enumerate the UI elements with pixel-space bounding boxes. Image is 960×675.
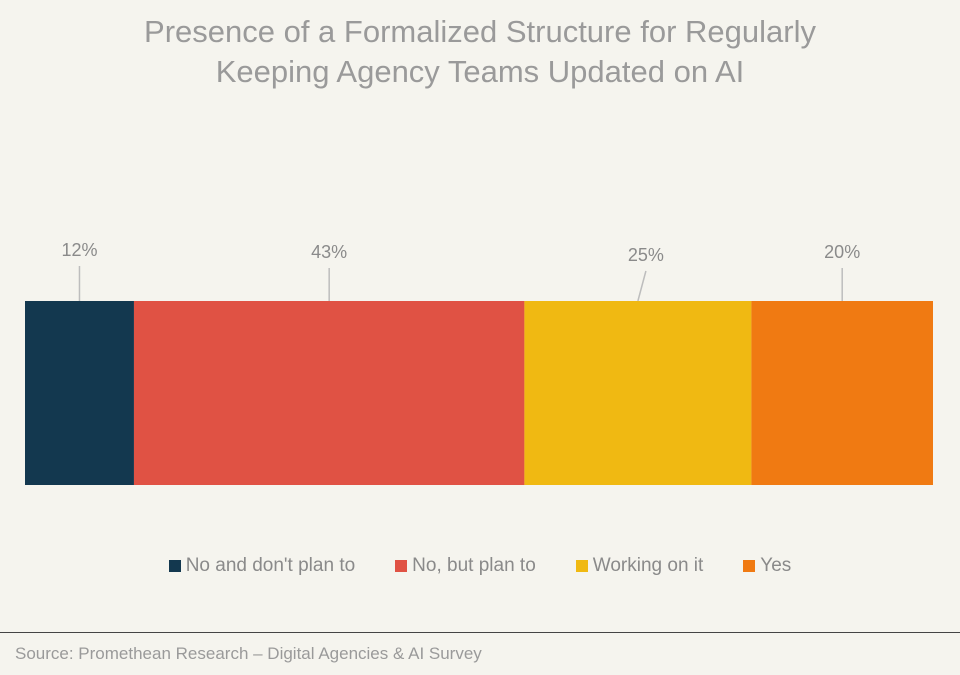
legend-label: Yes — [760, 555, 792, 576]
legend-label: Working on it — [592, 555, 704, 576]
legend-item-no-but-plan-to: No, but plan to — [395, 555, 536, 577]
legend-label: No and don't plan to — [185, 555, 356, 576]
legend-item-yes: Yes — [743, 555, 791, 577]
chart-title-line-1: Presence of a Formalized Structure for R… — [144, 14, 816, 49]
data-label-2: 43% — [311, 242, 347, 262]
bar-segment-4 — [751, 301, 933, 485]
data-label-4: 20% — [824, 242, 860, 262]
legend-item-no-and-dont-plan-to: No and don't plan to — [168, 555, 356, 577]
bar-segment-3 — [524, 301, 752, 485]
legend-swatch — [575, 560, 588, 572]
legend-swatch — [395, 560, 408, 572]
legend-label: No, but plan to — [412, 555, 536, 576]
chart-title-line-2: Keeping Agency Teams Updated on AI — [215, 54, 745, 89]
legend-swatch — [168, 560, 181, 572]
source-divider — [0, 632, 960, 633]
chart-title: Presence of a Formalized Structure for R… — [0, 12, 960, 92]
legend-item-working-on-it: Working on it — [575, 555, 704, 577]
data-label-1: 12% — [61, 240, 97, 260]
data-label-3: 25% — [628, 245, 664, 265]
legend-swatch — [743, 560, 756, 572]
data-label-leader-3 — [637, 270, 647, 302]
legend: No and don't plan to No, but plan to Wor… — [0, 555, 960, 577]
bar-segment-2 — [133, 301, 525, 485]
source-note: Source: Promethean Research – Digital Ag… — [15, 644, 482, 663]
bar-segment-1 — [25, 301, 134, 485]
